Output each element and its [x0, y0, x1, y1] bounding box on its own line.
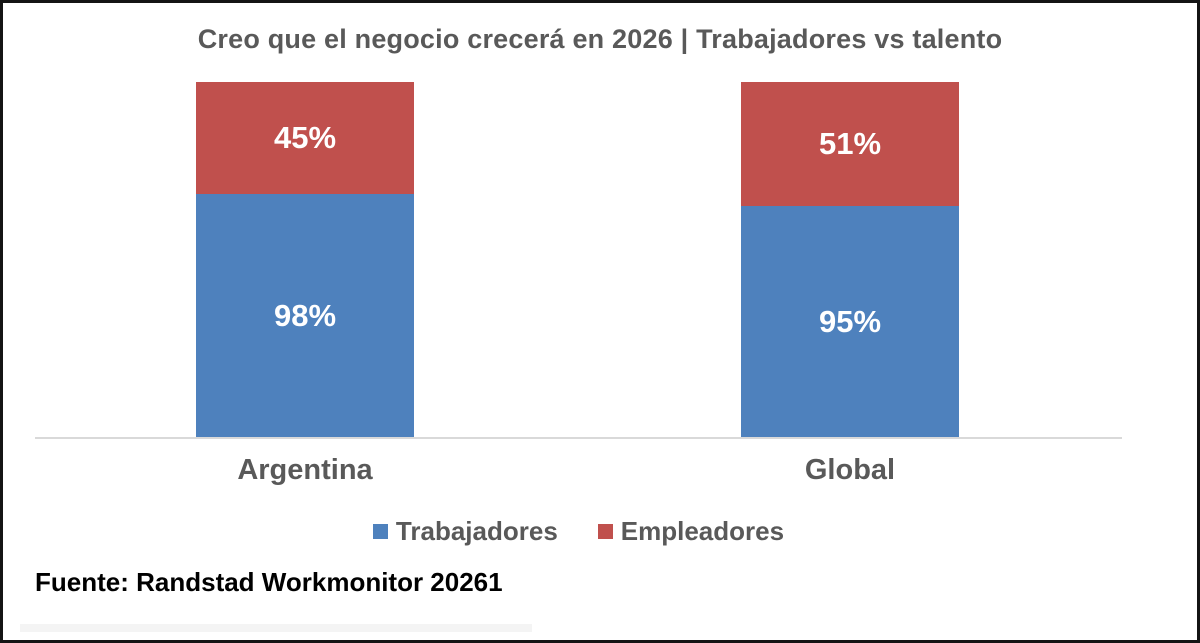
faint-artifact-strip — [20, 624, 532, 632]
category-label-global: Global — [804, 454, 896, 486]
data-label-empleadores-argentina: 45% — [273, 120, 337, 155]
bar-argentina: 45% 98% — [196, 82, 414, 437]
source-note: Fuente: Randstad Workmonitor 20261 — [35, 567, 503, 597]
bar-segment-trabajadores-global: 95% — [741, 206, 959, 437]
legend-label-trabajadores: Trabajadores — [395, 515, 558, 546]
data-label-trabajadores-global: 95% — [818, 303, 882, 339]
x-axis-line — [35, 437, 1122, 439]
legend-swatch-empleadores-icon — [597, 523, 613, 539]
bar-global: 51% 95% — [741, 82, 959, 437]
bar-segment-empleadores-argentina: 45% — [196, 82, 414, 194]
data-label-empleadores-global: 51% — [818, 126, 882, 161]
legend-swatch-trabajadores-icon — [372, 523, 388, 539]
chart-title: Creo que el negocio crecerá en 2026 | Tr… — [197, 24, 1003, 54]
legend-item-trabajadores: Trabajadores — [372, 515, 558, 547]
data-label-trabajadores-argentina: 98% — [273, 297, 337, 333]
category-label-argentina: Argentina — [237, 454, 373, 486]
bar-segment-empleadores-global: 51% — [741, 82, 959, 206]
bar-segment-trabajadores-argentina: 98% — [196, 194, 414, 437]
legend-item-empleadores: Empleadores — [597, 515, 785, 547]
legend: Trabajadores Empleadores — [35, 515, 1122, 547]
legend-label-empleadores: Empleadores — [620, 515, 785, 546]
